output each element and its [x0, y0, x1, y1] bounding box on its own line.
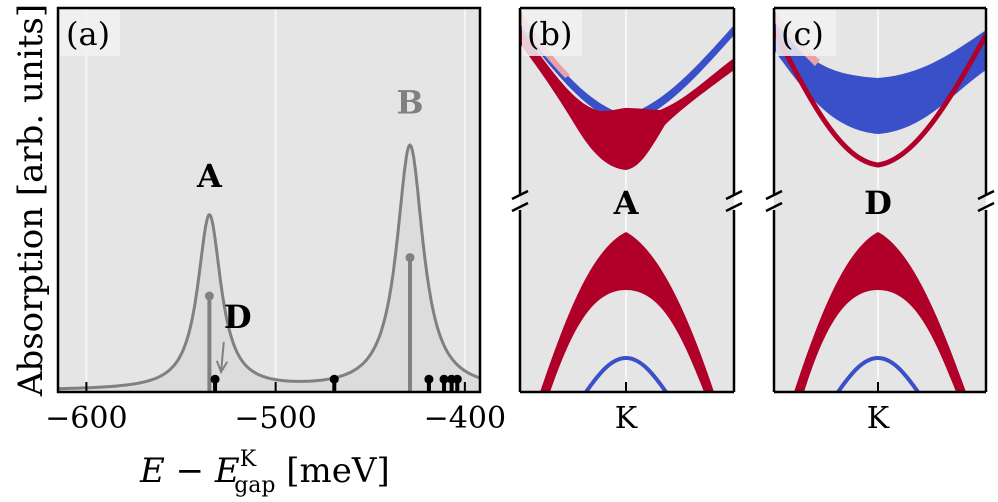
x-tick-label: −500 [234, 401, 316, 436]
panel-c-axis-break [774, 192, 986, 212]
panel-a-sticks [204, 253, 462, 392]
panel-c: K D (c) [765, 6, 995, 436]
stick-head-1 [405, 253, 415, 263]
panel-a-frame [56, 6, 482, 394]
panel-b-valence-red-band [540, 232, 714, 392]
panel-b-conduction-red-band [520, 28, 734, 170]
panel-b-label-box [522, 10, 582, 56]
stick-head-5 [439, 374, 449, 384]
panel-c-valence-red-band [794, 232, 966, 392]
panel-b-faint-red-band [520, 10, 570, 78]
x-tick-label: −400 [424, 401, 506, 436]
panel-a-label: (a) [66, 15, 110, 53]
panel-b-axis-break [520, 192, 734, 212]
panel-a: A B D −600 −500 −400 (a) Absorption [arb. un… [11, 4, 506, 498]
panel-a-gridlines [85, 8, 466, 392]
stick-head-7 [452, 374, 462, 384]
panel-c-x-tick-label: K [867, 401, 890, 436]
panel-c-conduction-red-band [774, 28, 986, 168]
arrow-shaft [220, 341, 225, 373]
spectrum-area [58, 145, 480, 392]
peak-label-A: A [196, 157, 223, 195]
panel-a-peak-fill [58, 145, 480, 392]
panel-c-label-box [776, 10, 836, 56]
panel-c-label: (c) [781, 15, 824, 53]
spectrum-line [58, 143, 480, 391]
panel-b-valence-blue-band [584, 355, 668, 392]
arrow-head [215, 360, 229, 375]
x-axis-label: E − EK gap [meV] [139, 447, 390, 498]
stick-head-0 [204, 291, 214, 301]
panel-a-annotations: A B D [196, 84, 424, 375]
panel-b-label: (b) [527, 15, 572, 53]
panel-b-x-tick-label: K [615, 401, 638, 436]
x-tick-label: −600 [45, 401, 127, 436]
panel-a-label-box [60, 10, 120, 56]
y-axis-label: Absorption [arb. units] [11, 4, 51, 397]
x-label-subscript: gap [234, 473, 275, 498]
panel-a-spectrum [58, 143, 480, 391]
peak-label-B: B [396, 84, 423, 122]
stick-head-4 [424, 374, 434, 384]
panel-c-band-label: D [864, 184, 892, 222]
panel-b-band-label: A [613, 184, 640, 222]
x-label-superscript: K [240, 447, 257, 472]
panel-b: K A (b) [511, 6, 743, 436]
panel-b-break-marks [511, 189, 743, 213]
stick-head-3 [329, 374, 339, 384]
panel-c-valence-blue-band [836, 355, 920, 392]
x-label-unit: [meV] [275, 451, 389, 491]
panel-c-conduction-blue-band [774, 18, 986, 134]
x-label-main: E − E [139, 451, 240, 491]
stick-head-2 [210, 374, 220, 384]
peak-label-D: D [224, 298, 252, 336]
panel-a-x-ticks: −600 −500 −400 [45, 382, 506, 436]
panel-c-break-marks [765, 189, 995, 213]
